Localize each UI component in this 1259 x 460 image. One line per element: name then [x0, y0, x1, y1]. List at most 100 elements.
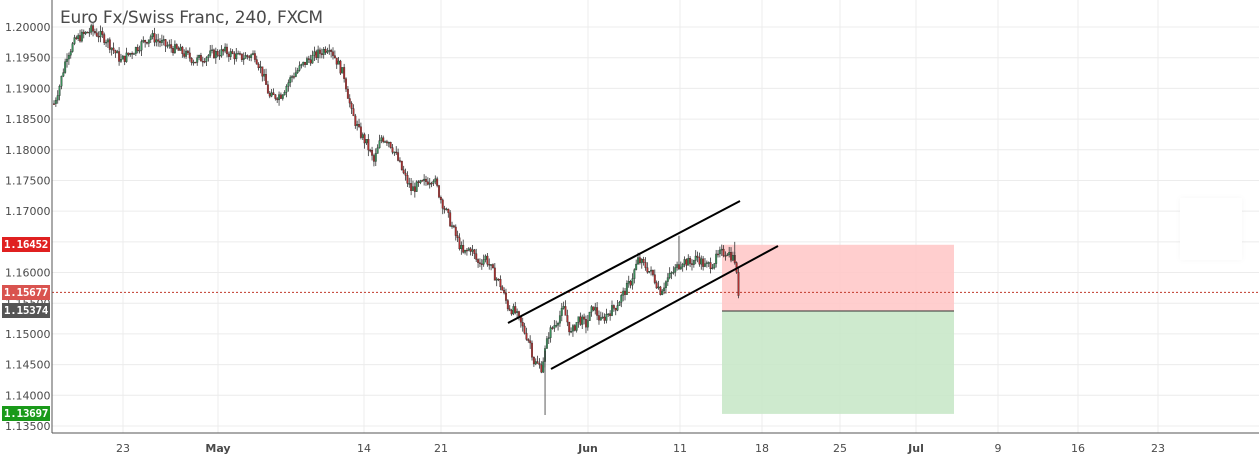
y-tick-label: 1.18000 — [5, 144, 51, 157]
candle-down — [505, 292, 507, 301]
candles — [53, 22, 740, 415]
trend-channel[interactable] — [507, 200, 779, 370]
candle-up — [311, 55, 314, 64]
candle-up — [285, 86, 288, 93]
candle-up — [484, 255, 487, 260]
candle-up — [726, 254, 729, 257]
candle-down — [469, 248, 472, 252]
candle-down — [213, 49, 215, 59]
candle-up — [616, 305, 619, 311]
candle-down — [529, 340, 532, 344]
candle-up — [149, 36, 152, 40]
candle-up — [586, 320, 589, 328]
candle-up — [142, 40, 145, 42]
candle-down — [144, 40, 147, 43]
candle-down — [146, 42, 148, 44]
candle-down — [227, 53, 230, 57]
channel-lower-line[interactable] — [550, 245, 779, 370]
candle-up — [393, 151, 396, 154]
candle-up — [147, 39, 150, 44]
candle-up — [302, 61, 305, 65]
candle-up — [173, 44, 176, 54]
candle-up — [482, 259, 485, 265]
candle-up — [341, 67, 344, 74]
candle-down — [345, 78, 347, 90]
candle-down — [159, 41, 161, 43]
candle-up — [270, 92, 273, 97]
candle-down — [532, 357, 535, 365]
candle-up — [80, 31, 83, 42]
candle-up — [668, 272, 671, 278]
candle-up — [445, 208, 448, 211]
candle-down — [233, 53, 236, 60]
candle-down — [465, 249, 468, 252]
candle-up — [356, 124, 359, 126]
candle-down — [350, 102, 353, 109]
candle-down — [518, 311, 520, 317]
candle-up — [664, 281, 667, 289]
candle-up — [376, 147, 379, 154]
candle-down — [417, 181, 420, 183]
candle-down — [685, 259, 688, 266]
candle-up — [718, 249, 721, 255]
candle-up — [120, 59, 122, 62]
candle-up — [296, 70, 299, 73]
candle-up — [88, 31, 91, 34]
candle-down — [194, 61, 197, 64]
candle-down — [339, 60, 342, 74]
candle-down — [404, 172, 407, 176]
candle-up — [263, 74, 266, 77]
candle-up — [374, 153, 377, 162]
candle-up — [140, 41, 143, 51]
candle-up — [575, 322, 578, 331]
candle-up — [380, 137, 383, 141]
candle-down — [82, 31, 85, 34]
x-tick-label: 23 — [116, 442, 130, 455]
candle-down — [638, 257, 641, 264]
candle-down — [655, 282, 658, 289]
candle-down — [540, 364, 543, 373]
candle-up — [423, 178, 426, 181]
candle-down — [492, 264, 494, 269]
candle-down — [475, 253, 478, 260]
candle-down — [255, 59, 258, 65]
candle-down — [609, 313, 612, 316]
candle-down — [585, 319, 587, 328]
candle-down — [276, 98, 279, 101]
candle-up — [60, 75, 63, 87]
candle-down — [536, 361, 539, 364]
candle-up — [432, 180, 435, 184]
candle-down — [551, 327, 554, 329]
candle-down — [268, 93, 271, 97]
candle-up — [252, 53, 254, 55]
candle-down — [279, 94, 282, 99]
candle-down — [330, 50, 333, 52]
candle-down — [730, 252, 732, 261]
x-tick-label: 18 — [755, 442, 769, 455]
candle-down — [564, 306, 567, 316]
candle-down — [566, 315, 569, 323]
candle-down — [222, 49, 225, 52]
channel-upper-line[interactable] — [507, 200, 741, 324]
candle-down — [53, 103, 55, 105]
x-tick-label: Jun — [577, 442, 598, 455]
candle-down — [92, 25, 95, 32]
candle-up — [674, 267, 677, 273]
candle-up — [657, 286, 660, 289]
candle-down — [452, 225, 455, 228]
candle-down — [531, 342, 533, 358]
candle-down — [175, 44, 178, 49]
candle-down — [503, 290, 506, 294]
candle-up — [679, 266, 682, 270]
candle-up — [720, 248, 723, 251]
candle-down — [473, 249, 476, 254]
y-tick-label: 1.16000 — [5, 267, 51, 280]
candle-up — [250, 54, 253, 58]
candle-down — [514, 306, 517, 313]
candle-down — [499, 279, 502, 288]
candle-up — [365, 139, 368, 144]
candle-up — [648, 271, 651, 273]
candle-up — [570, 331, 573, 333]
